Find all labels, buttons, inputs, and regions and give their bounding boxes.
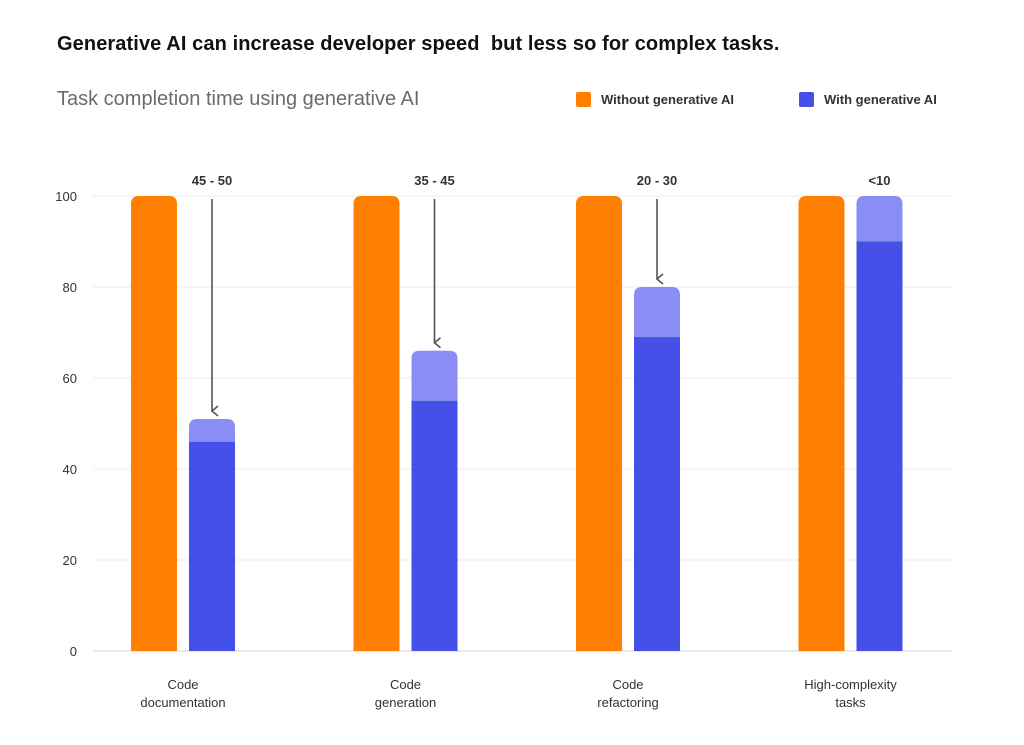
bar-with-ai: [411, 400, 458, 651]
x-category-label: documentation: [140, 695, 225, 710]
bar-without-ai: [576, 196, 622, 651]
y-tick-label: 40: [63, 462, 77, 477]
reduction-annotation: 35 - 45: [414, 173, 454, 188]
y-tick-label: 20: [63, 553, 77, 568]
legend-item-without-ai: Without generative AI: [576, 92, 734, 107]
y-tick-label: 60: [63, 371, 77, 386]
y-tick-label: 100: [55, 189, 77, 204]
x-category-label: refactoring: [597, 695, 658, 710]
legend-item-with-ai: With generative AI: [799, 92, 937, 107]
legend-swatch-orange: [576, 92, 591, 107]
bar-without-ai: [353, 196, 400, 651]
x-category-label: High-complexity: [804, 677, 897, 692]
bar-with-ai-range: [634, 287, 680, 338]
legend-label: Without generative AI: [601, 92, 735, 107]
chart-headline: Generative AI can increase developer spe…: [57, 33, 780, 55]
y-tick-label: 0: [70, 644, 77, 659]
reduction-annotation: 20 - 30: [637, 173, 677, 188]
x-category-label: Code: [612, 677, 643, 692]
bar-with-ai: [189, 441, 235, 651]
x-category-label: Code: [390, 677, 421, 692]
chart-subtitle: Task completion time using generative AI: [57, 88, 420, 110]
legend-swatch-blue: [799, 92, 814, 107]
reduction-annotation: 45 - 50: [192, 173, 232, 188]
legend-label: With generative AI: [824, 92, 937, 107]
bar-with-ai: [634, 337, 680, 651]
y-tick-label: 80: [63, 280, 77, 295]
bar-without-ai: [798, 196, 845, 651]
x-category-label: generation: [375, 695, 436, 710]
bar-without-ai: [131, 196, 177, 651]
x-category-label: Code: [167, 677, 198, 692]
bar-with-ai: [856, 241, 903, 651]
bar-with-ai-range: [411, 350, 458, 401]
bar-with-ai-range: [189, 418, 235, 442]
x-category-label: tasks: [835, 695, 866, 710]
reduction-annotation: <10: [868, 173, 890, 188]
bar-with-ai-range: [856, 196, 903, 242]
